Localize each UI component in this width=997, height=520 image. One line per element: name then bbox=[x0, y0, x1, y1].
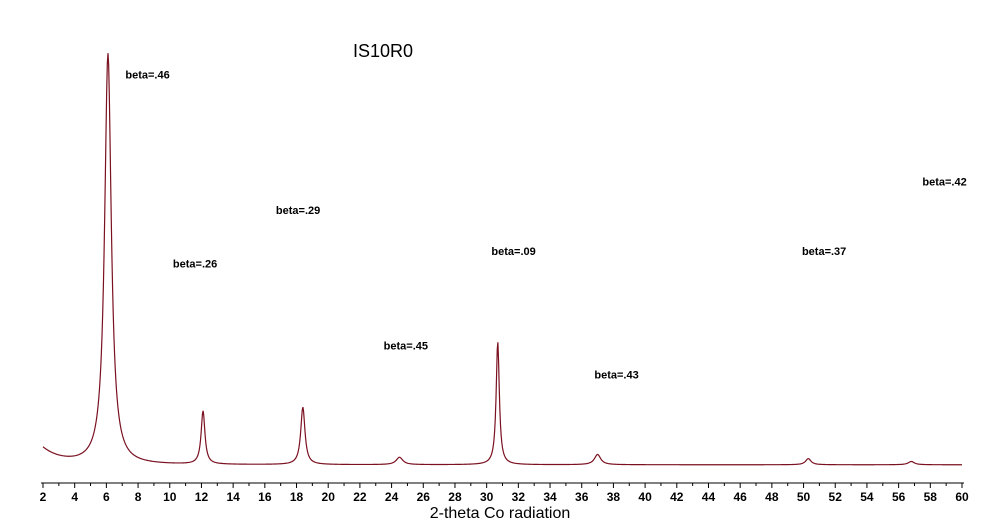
beta-annotation: beta=.26 bbox=[173, 259, 217, 271]
x-tick-label: 24 bbox=[385, 490, 399, 504]
x-tick-label: 50 bbox=[797, 490, 811, 504]
x-tick-label: 46 bbox=[733, 490, 747, 504]
beta-annotation: beta=.29 bbox=[276, 205, 320, 217]
chart-title: IS10R0 bbox=[353, 41, 413, 61]
x-tick-label: 32 bbox=[512, 490, 526, 504]
beta-annotation: beta=.46 bbox=[125, 69, 169, 81]
beta-annotation: beta=.42 bbox=[922, 176, 966, 188]
plot-area bbox=[42, 53, 962, 466]
x-tick-label: 38 bbox=[607, 490, 621, 504]
x-tick-label: 60 bbox=[955, 490, 969, 504]
x-tick-label: 16 bbox=[258, 490, 272, 504]
x-tick-label: 22 bbox=[353, 490, 367, 504]
annotation-layer: beta=.46 beta=.26 beta=.29 beta=.45 beta=.09… bbox=[125, 69, 966, 381]
x-tick-label: 42 bbox=[670, 490, 684, 504]
beta-annotation: beta=.09 bbox=[491, 246, 535, 258]
x-tick-label: 36 bbox=[575, 490, 589, 504]
x-tick-label: 12 bbox=[195, 490, 209, 504]
x-tick-label: 28 bbox=[448, 490, 462, 504]
x-tick-label: 8 bbox=[135, 490, 142, 504]
x-tick-label: 52 bbox=[829, 490, 843, 504]
x-tick-label: 4 bbox=[71, 490, 78, 504]
x-axis-ticks: 2 4 6 8 10 12 14 16 18 20 22 24 26 28 30 32 34 36 38 40 42 44… bbox=[40, 483, 969, 504]
beta-annotation: beta=.43 bbox=[594, 369, 638, 381]
x-tick-label: 58 bbox=[924, 490, 938, 504]
x-tick-label: 10 bbox=[163, 490, 177, 504]
beta-annotation: beta=.37 bbox=[802, 246, 846, 258]
x-tick-label: 30 bbox=[480, 490, 494, 504]
x-axis-label: 2-theta Co radiation bbox=[430, 505, 571, 520]
x-tick-label: 54 bbox=[860, 490, 874, 504]
x-tick-label: 56 bbox=[892, 490, 906, 504]
x-tick-label: 14 bbox=[226, 490, 240, 504]
x-tick-label: 44 bbox=[702, 490, 716, 504]
x-tick-label: 18 bbox=[290, 490, 304, 504]
beta-annotation: beta=.45 bbox=[384, 341, 428, 353]
x-tick-label: 26 bbox=[417, 490, 431, 504]
x-tick-label: 6 bbox=[103, 490, 110, 504]
x-tick-label: 48 bbox=[765, 490, 779, 504]
x-tick-label: 34 bbox=[543, 490, 557, 504]
diffraction-pattern-line bbox=[42, 53, 962, 466]
x-tick-label: 20 bbox=[322, 490, 336, 504]
x-tick-label: 2 bbox=[40, 490, 47, 504]
x-tick-label: 40 bbox=[638, 490, 652, 504]
